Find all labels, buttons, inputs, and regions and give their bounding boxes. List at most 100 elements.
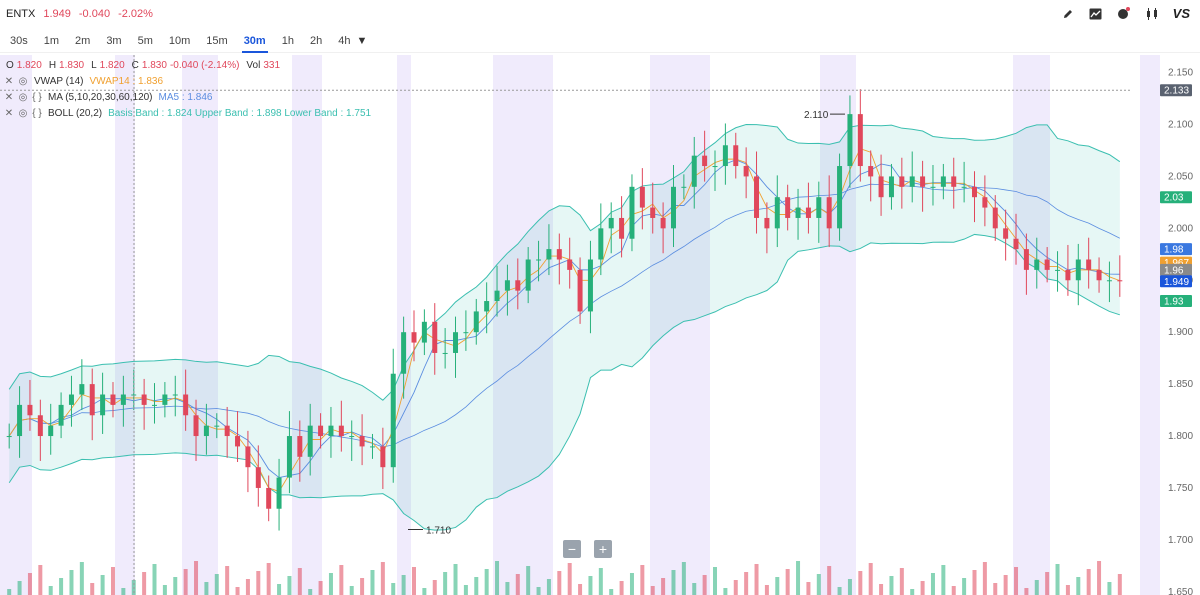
volume-bar	[266, 563, 271, 595]
compare-button[interactable]: VS	[1172, 6, 1190, 21]
close-icon[interactable]: ✕	[4, 108, 14, 119]
candle-body	[1055, 269, 1061, 271]
symbol-name[interactable]: ENTX	[6, 8, 36, 20]
timeframe-30s[interactable]: 30s	[10, 35, 28, 47]
timeframe-10m[interactable]: 10m	[168, 35, 191, 47]
candle-body	[473, 311, 479, 333]
candle-body	[110, 394, 116, 405]
eye-icon[interactable]: ◎	[18, 108, 28, 119]
timeframe-2m[interactable]: 2m	[75, 35, 91, 47]
price-chart[interactable]: 2.1502.1002.0502.0001.9501.9001.8501.800…	[0, 55, 1200, 595]
candle-body	[411, 332, 417, 343]
candle-body	[1044, 259, 1050, 270]
volume-bar	[640, 565, 645, 595]
pencil-icon[interactable]	[1061, 7, 1075, 21]
candle-body	[1034, 259, 1040, 270]
zoom-in-button[interactable]: +	[594, 540, 612, 558]
candle-body	[504, 280, 510, 291]
candle-body	[577, 269, 583, 312]
volume-bar	[837, 587, 842, 595]
price-tick: 1.650	[1168, 587, 1193, 595]
high-annotation: 2.110	[804, 110, 829, 121]
volume-bar	[889, 576, 894, 595]
candle-body	[722, 145, 728, 167]
candle-body	[629, 186, 635, 239]
close-icon[interactable]: ✕	[4, 76, 14, 87]
chart-type-icon[interactable]	[1089, 7, 1103, 21]
volume-bar	[432, 580, 437, 595]
indicator-name: MA (5,10,20,30,60,120)	[48, 92, 153, 103]
timeframe-4h[interactable]: 4h	[338, 35, 351, 47]
timeframe-2h[interactable]: 2h	[309, 35, 323, 47]
candles-icon[interactable]	[1145, 7, 1159, 21]
volume-bar	[567, 563, 572, 595]
volume-bar	[1097, 561, 1102, 595]
candle-body	[888, 176, 894, 198]
candle-body	[1013, 238, 1019, 250]
volume-bar	[1086, 569, 1091, 595]
candle-body	[857, 114, 863, 167]
candle-body	[691, 155, 697, 187]
upper-band-line	[8, 124, 1121, 401]
volume-bar	[578, 584, 583, 595]
volume-bar	[370, 570, 375, 595]
toolbar: VS	[1061, 6, 1190, 21]
chevron-down-icon[interactable]: ▼	[356, 35, 368, 47]
timeframe-30m[interactable]: 30m	[238, 31, 272, 53]
bar-volume: 331	[263, 60, 281, 71]
timeframe-1m[interactable]: 1m	[43, 35, 60, 47]
volume-bar	[858, 571, 863, 595]
candle-body	[89, 384, 95, 416]
timeframe-1h[interactable]: 1h	[281, 35, 294, 47]
candle-body	[432, 321, 438, 353]
volume-bar	[360, 578, 365, 595]
candle-body	[930, 186, 936, 188]
price-label	[1160, 243, 1192, 256]
indicator-icon[interactable]	[1117, 7, 1131, 21]
eye-icon[interactable]: ◎	[18, 92, 28, 103]
volume-bar	[899, 568, 904, 595]
bar-change: -0.040 (-2.14%)	[169, 60, 240, 71]
volume-bar	[650, 586, 655, 595]
candle-body	[702, 155, 708, 167]
candle-body	[193, 415, 199, 437]
candle-body	[328, 425, 334, 437]
volume-bar	[775, 577, 780, 595]
candle-body	[37, 415, 43, 437]
candle-body	[494, 290, 500, 302]
settings-braces-icon[interactable]: { }	[32, 92, 42, 103]
volume-bar	[474, 577, 479, 595]
close-icon[interactable]: ✕	[4, 92, 14, 103]
candle-body	[463, 332, 469, 334]
timeframe-15m[interactable]: 15m	[206, 35, 228, 47]
volume-bar	[598, 568, 603, 595]
volume-bar	[422, 588, 427, 595]
volume-bar	[847, 579, 852, 595]
volume-bar	[308, 589, 313, 595]
volume-bar	[629, 573, 634, 595]
volume-bar	[526, 566, 531, 595]
volume-bar	[214, 574, 219, 595]
candle-body	[536, 259, 542, 261]
candle-body	[795, 207, 801, 218]
timeframe-5m[interactable]: 5m	[137, 35, 153, 47]
candle-body	[837, 166, 843, 229]
price-label-text: 2.133	[1164, 86, 1189, 97]
timeframe-3m[interactable]: 3m	[106, 35, 122, 47]
zoom-out-button[interactable]: −	[563, 540, 581, 558]
low-annotation: 1.710	[426, 526, 451, 537]
candle-body	[266, 487, 272, 509]
candle-body	[17, 404, 23, 437]
volume-bar	[328, 573, 333, 595]
settings-braces-icon[interactable]: { }	[32, 108, 42, 119]
volume-bar	[256, 571, 261, 595]
volume-bar	[1055, 564, 1060, 595]
candle-body	[68, 394, 74, 405]
session-shading	[1140, 55, 1160, 595]
indicator-row: ✕ ◎ VWAP (14) VWAP14 : 1.836	[0, 74, 371, 90]
price-tick: 2.100	[1168, 120, 1193, 131]
candle-body	[764, 217, 770, 229]
session-shading	[650, 55, 710, 595]
eye-icon[interactable]: ◎	[18, 76, 28, 87]
candle-body	[951, 176, 957, 187]
